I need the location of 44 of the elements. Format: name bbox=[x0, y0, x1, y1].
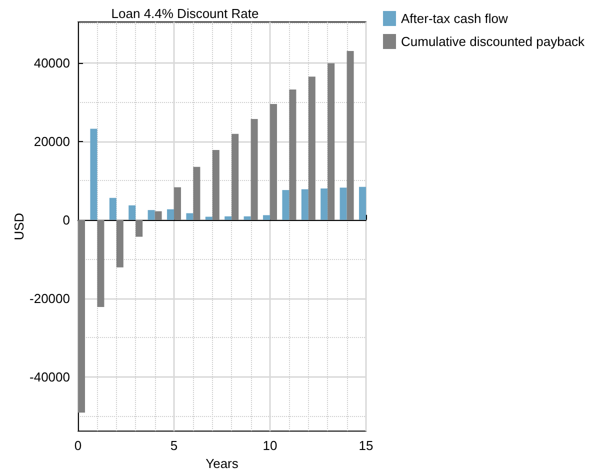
bar bbox=[148, 210, 155, 220]
bar bbox=[346, 51, 354, 220]
bar bbox=[301, 189, 308, 220]
bar bbox=[328, 63, 335, 220]
x-tick-label: 10 bbox=[262, 438, 278, 454]
bar bbox=[244, 216, 251, 220]
y-axis-title: USD bbox=[12, 212, 27, 240]
bar bbox=[193, 166, 200, 220]
y-tick-label: 40000 bbox=[34, 55, 70, 70]
bar bbox=[97, 220, 104, 308]
bar bbox=[154, 211, 162, 220]
bar bbox=[270, 104, 277, 220]
bar bbox=[90, 128, 98, 220]
x-tick-label: 5 bbox=[170, 438, 178, 454]
y-tick-label: -40000 bbox=[30, 369, 70, 384]
y-tick-label: 0 bbox=[62, 212, 70, 228]
legend-label: Cumulative discounted payback bbox=[401, 34, 586, 49]
bar bbox=[78, 220, 85, 413]
bar bbox=[263, 215, 270, 220]
x-tick-label: 0 bbox=[74, 438, 82, 454]
bar bbox=[289, 90, 296, 220]
bar bbox=[174, 187, 181, 220]
y-tick-label: 20000 bbox=[34, 134, 70, 149]
bar bbox=[116, 220, 124, 268]
bar bbox=[186, 213, 194, 220]
bar bbox=[340, 188, 347, 220]
bar bbox=[205, 216, 212, 220]
bar bbox=[128, 205, 136, 220]
bar bbox=[232, 134, 239, 220]
bar bbox=[282, 190, 290, 220]
bar bbox=[224, 216, 232, 220]
bar bbox=[212, 150, 220, 220]
bar bbox=[136, 220, 143, 237]
chart-title: Loan 4.4% Discount Rate bbox=[111, 6, 259, 21]
bar bbox=[320, 188, 328, 220]
legend-label: After-tax cash flow bbox=[401, 11, 509, 26]
y-tick-label: -20000 bbox=[30, 290, 70, 306]
bar bbox=[167, 209, 174, 220]
bar bbox=[250, 118, 258, 220]
x-axis-title: Years bbox=[206, 456, 239, 471]
bar bbox=[359, 186, 366, 220]
x-tick-label: 15 bbox=[358, 438, 374, 454]
bar bbox=[308, 76, 316, 220]
bar bbox=[109, 198, 116, 220]
